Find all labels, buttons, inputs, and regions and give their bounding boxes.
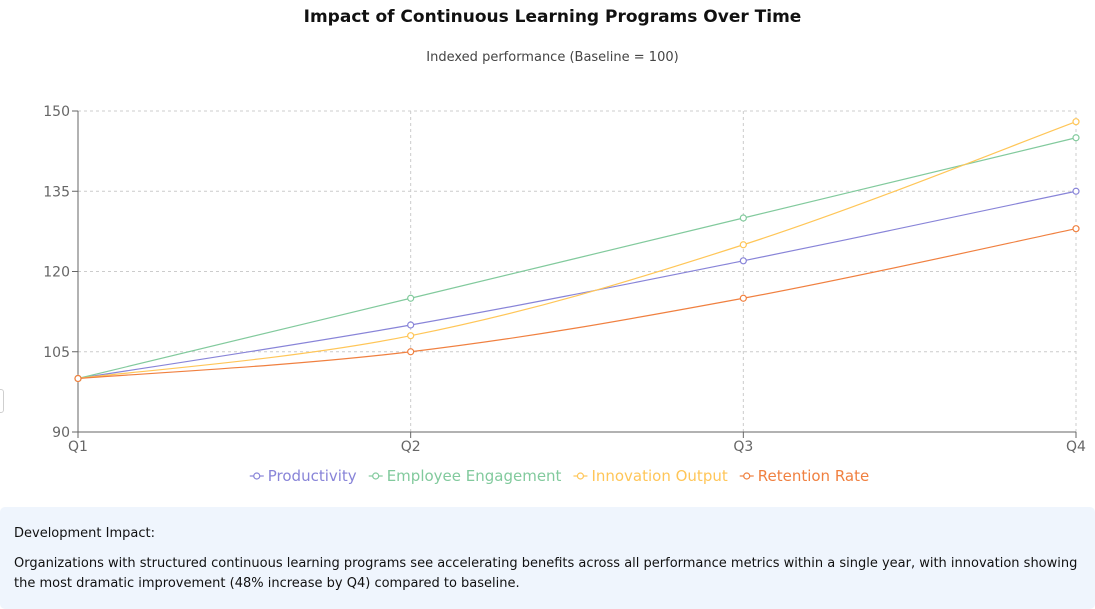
data-point-productivity [1072,187,1080,195]
legend-label-retention-rate: Retention Rate [758,467,870,485]
data-point-innovation-output [1072,118,1080,126]
legend-icon-marker-retention-rate [743,472,751,480]
data-point-employee-engagement [1072,134,1080,142]
y-tick-label: 135 [43,184,70,200]
data-point-retention-rate [1072,225,1080,233]
y-tick-label: 120 [43,265,70,281]
legend-icon-marker-productivity [253,472,261,480]
y-tick-label: 105 [43,345,70,361]
series-line-employee-engagement [77,137,1077,380]
x-tick-label: Q3 [733,439,753,455]
data-point-innovation-output [407,332,415,340]
impact-panel: Development Impact: Organizations with s… [0,507,1095,609]
x-tick-label: Q1 [68,439,88,455]
y-tick-label: 150 [43,104,70,120]
legend-label-employee-engagement: Employee Engagement [387,467,562,485]
y-tick-label: 90 [52,425,70,441]
legend-label-innovation-output: Innovation Output [591,467,727,485]
collapse-handle[interactable] [0,389,4,413]
chart-subtitle: Indexed performance (Baseline = 100) [426,50,679,65]
chart-title: Impact of Continuous Learning Programs O… [303,7,802,27]
legend-icon-marker-innovation-output [576,472,585,480]
data-point-retention-rate [407,348,415,356]
series-line-innovation-output [77,121,1077,380]
data-point-retention-rate [739,294,747,302]
legend-icon-marker-employee-engagement [372,472,380,480]
x-tick-label: Q2 [401,439,421,455]
data-point-employee-engagement [739,214,747,222]
data-point-productivity [739,257,747,265]
impact-text: Organizations with structured continuous… [14,556,1078,591]
data-point-productivity [407,321,415,329]
series-line-productivity [77,190,1077,380]
line-chart: 90 105 120 135 150 Q1 Q2 Q3 Q4 Productivity Employ… [43,104,1086,485]
data-point-employee-engagement [407,294,415,302]
x-tick-label: Q4 [1066,439,1086,455]
data-point-retention-rate [74,374,82,383]
legend-label-productivity: Productivity [268,467,357,485]
series-line-retention-rate [77,228,1077,380]
data-point-innovation-output [739,241,747,249]
impact-title: Development Impact: [14,526,155,541]
